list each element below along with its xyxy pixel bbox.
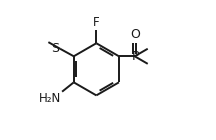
Text: P: P [132,50,139,63]
Text: S: S [51,42,59,55]
Text: F: F [93,16,100,29]
Text: H₂N: H₂N [39,92,61,105]
Text: O: O [130,28,140,41]
